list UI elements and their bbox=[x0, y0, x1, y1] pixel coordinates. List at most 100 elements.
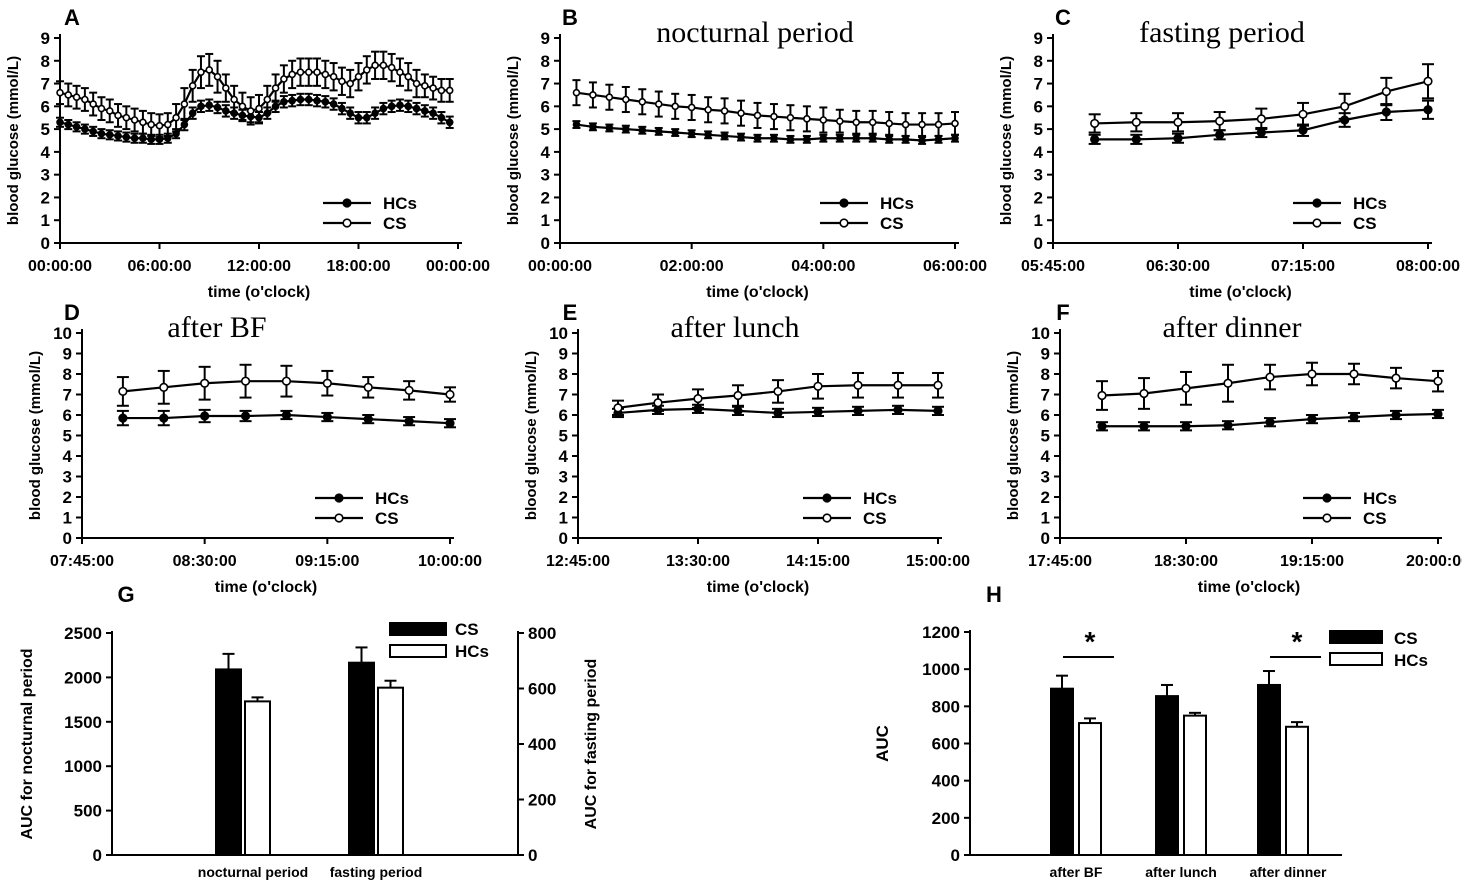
y-tick-label: 10 bbox=[1031, 324, 1050, 343]
x-tick-label: 02:00:00 bbox=[660, 258, 724, 275]
y-tick-label: 4 bbox=[559, 447, 569, 466]
data-point bbox=[362, 113, 371, 122]
data-point bbox=[213, 103, 222, 112]
bar-cs bbox=[1155, 695, 1179, 856]
data-point bbox=[329, 100, 338, 108]
bar-hcs bbox=[1078, 722, 1102, 857]
data-point bbox=[205, 66, 214, 74]
legend-marker bbox=[342, 218, 352, 228]
data-point bbox=[813, 407, 823, 417]
y-tick-label: 1200 bbox=[922, 623, 960, 642]
data-point bbox=[1433, 409, 1443, 419]
data-point bbox=[105, 107, 114, 115]
y-tick-label: 4 bbox=[41, 143, 51, 162]
data-point bbox=[693, 394, 703, 404]
legend-marker bbox=[822, 513, 832, 523]
x-axis-title: time (o'clock) bbox=[1189, 284, 1292, 301]
x-axis-title: time (o'clock) bbox=[707, 579, 810, 596]
data-point bbox=[421, 82, 429, 90]
y-tick-label-right: 400 bbox=[528, 735, 556, 754]
data-point bbox=[1173, 117, 1183, 127]
y-tick-label: 2 bbox=[559, 488, 568, 507]
y-tick-label: 0 bbox=[1041, 529, 1050, 548]
data-point bbox=[155, 121, 164, 130]
data-point bbox=[280, 97, 288, 106]
y-tick-label: 9 bbox=[1034, 29, 1043, 48]
y-tick-label: 4 bbox=[541, 143, 551, 162]
legend-label: CS bbox=[375, 509, 399, 528]
data-point bbox=[786, 113, 795, 122]
y-tick-label-right: 0 bbox=[528, 846, 537, 865]
x-axis-title: time (o'clock) bbox=[208, 284, 311, 301]
data-point bbox=[188, 82, 197, 90]
legend-label: HCs bbox=[383, 194, 417, 213]
data-point bbox=[868, 118, 877, 127]
x-tick-label: 20:00:00 bbox=[1406, 553, 1462, 570]
data-point bbox=[122, 113, 131, 122]
y-tick-label: 6 bbox=[41, 97, 50, 116]
y-tick-label: 5 bbox=[63, 427, 72, 446]
data-point bbox=[379, 104, 388, 113]
panel-letter: C bbox=[1055, 5, 1071, 30]
y-tick-label: 0 bbox=[559, 529, 568, 548]
data-point bbox=[605, 93, 614, 102]
y-tick-label: 2 bbox=[1041, 488, 1050, 507]
data-point bbox=[159, 413, 169, 423]
data-point bbox=[354, 113, 363, 122]
data-point bbox=[737, 133, 745, 141]
series-hcs bbox=[116, 408, 456, 429]
data-point bbox=[1433, 376, 1443, 386]
x-axis-title: time (o'clock) bbox=[1198, 579, 1301, 596]
x-tick-label: 19:15:00 bbox=[1280, 553, 1344, 570]
y-tick-label: 0 bbox=[1034, 234, 1043, 253]
panel-letter: G bbox=[117, 582, 134, 607]
x-tick-label: 08:00:00 bbox=[1396, 258, 1460, 275]
legend-label: CS bbox=[863, 509, 887, 528]
legend-marker bbox=[1322, 493, 1332, 503]
data-point bbox=[1215, 116, 1225, 126]
data-point bbox=[280, 75, 288, 83]
data-point bbox=[1139, 388, 1149, 399]
data-point bbox=[271, 84, 280, 92]
data-point bbox=[654, 127, 663, 136]
data-point bbox=[1307, 414, 1317, 424]
data-point bbox=[852, 118, 861, 127]
data-point bbox=[720, 107, 729, 115]
data-point bbox=[1298, 109, 1308, 119]
data-point bbox=[868, 134, 877, 143]
data-point bbox=[288, 70, 296, 79]
data-point bbox=[1215, 130, 1225, 140]
data-point bbox=[622, 125, 630, 133]
y-tick-label: 8 bbox=[1034, 52, 1043, 71]
y-tick-label: 2 bbox=[1034, 188, 1043, 207]
panel-letter: H bbox=[986, 582, 1002, 607]
data-point bbox=[197, 68, 205, 76]
data-point bbox=[313, 96, 321, 105]
y-tick-label: 9 bbox=[1041, 345, 1050, 364]
y-tick-label: 200 bbox=[932, 809, 960, 828]
x-tick-label: 00:00:00 bbox=[28, 258, 92, 275]
data-point bbox=[412, 104, 421, 113]
bar-cs bbox=[348, 661, 375, 856]
data-point bbox=[130, 116, 139, 124]
y-tick-label-left: 500 bbox=[74, 802, 102, 821]
panel-letter: E bbox=[563, 300, 578, 325]
significance-star: * bbox=[1292, 626, 1303, 657]
y-axis-title: blood glucose (mmol/L) bbox=[523, 351, 540, 520]
y-tick-label: 5 bbox=[41, 120, 50, 139]
data-point bbox=[89, 100, 97, 108]
data-point bbox=[56, 118, 64, 127]
panel-letter: A bbox=[64, 5, 80, 30]
y-tick-label: 7 bbox=[541, 75, 550, 94]
y-tick-label: 10 bbox=[53, 324, 72, 343]
significance-star: * bbox=[1085, 626, 1096, 657]
y-tick-label: 1 bbox=[1034, 211, 1043, 230]
legend-label: HCs bbox=[1394, 651, 1428, 670]
chart-title: nocturnal period bbox=[656, 16, 853, 49]
data-point bbox=[263, 95, 272, 104]
y-tick-label: 9 bbox=[559, 345, 568, 364]
x-tick-label: 00:00:00 bbox=[528, 258, 592, 275]
data-point bbox=[819, 116, 828, 124]
series-hcs bbox=[1096, 408, 1444, 432]
